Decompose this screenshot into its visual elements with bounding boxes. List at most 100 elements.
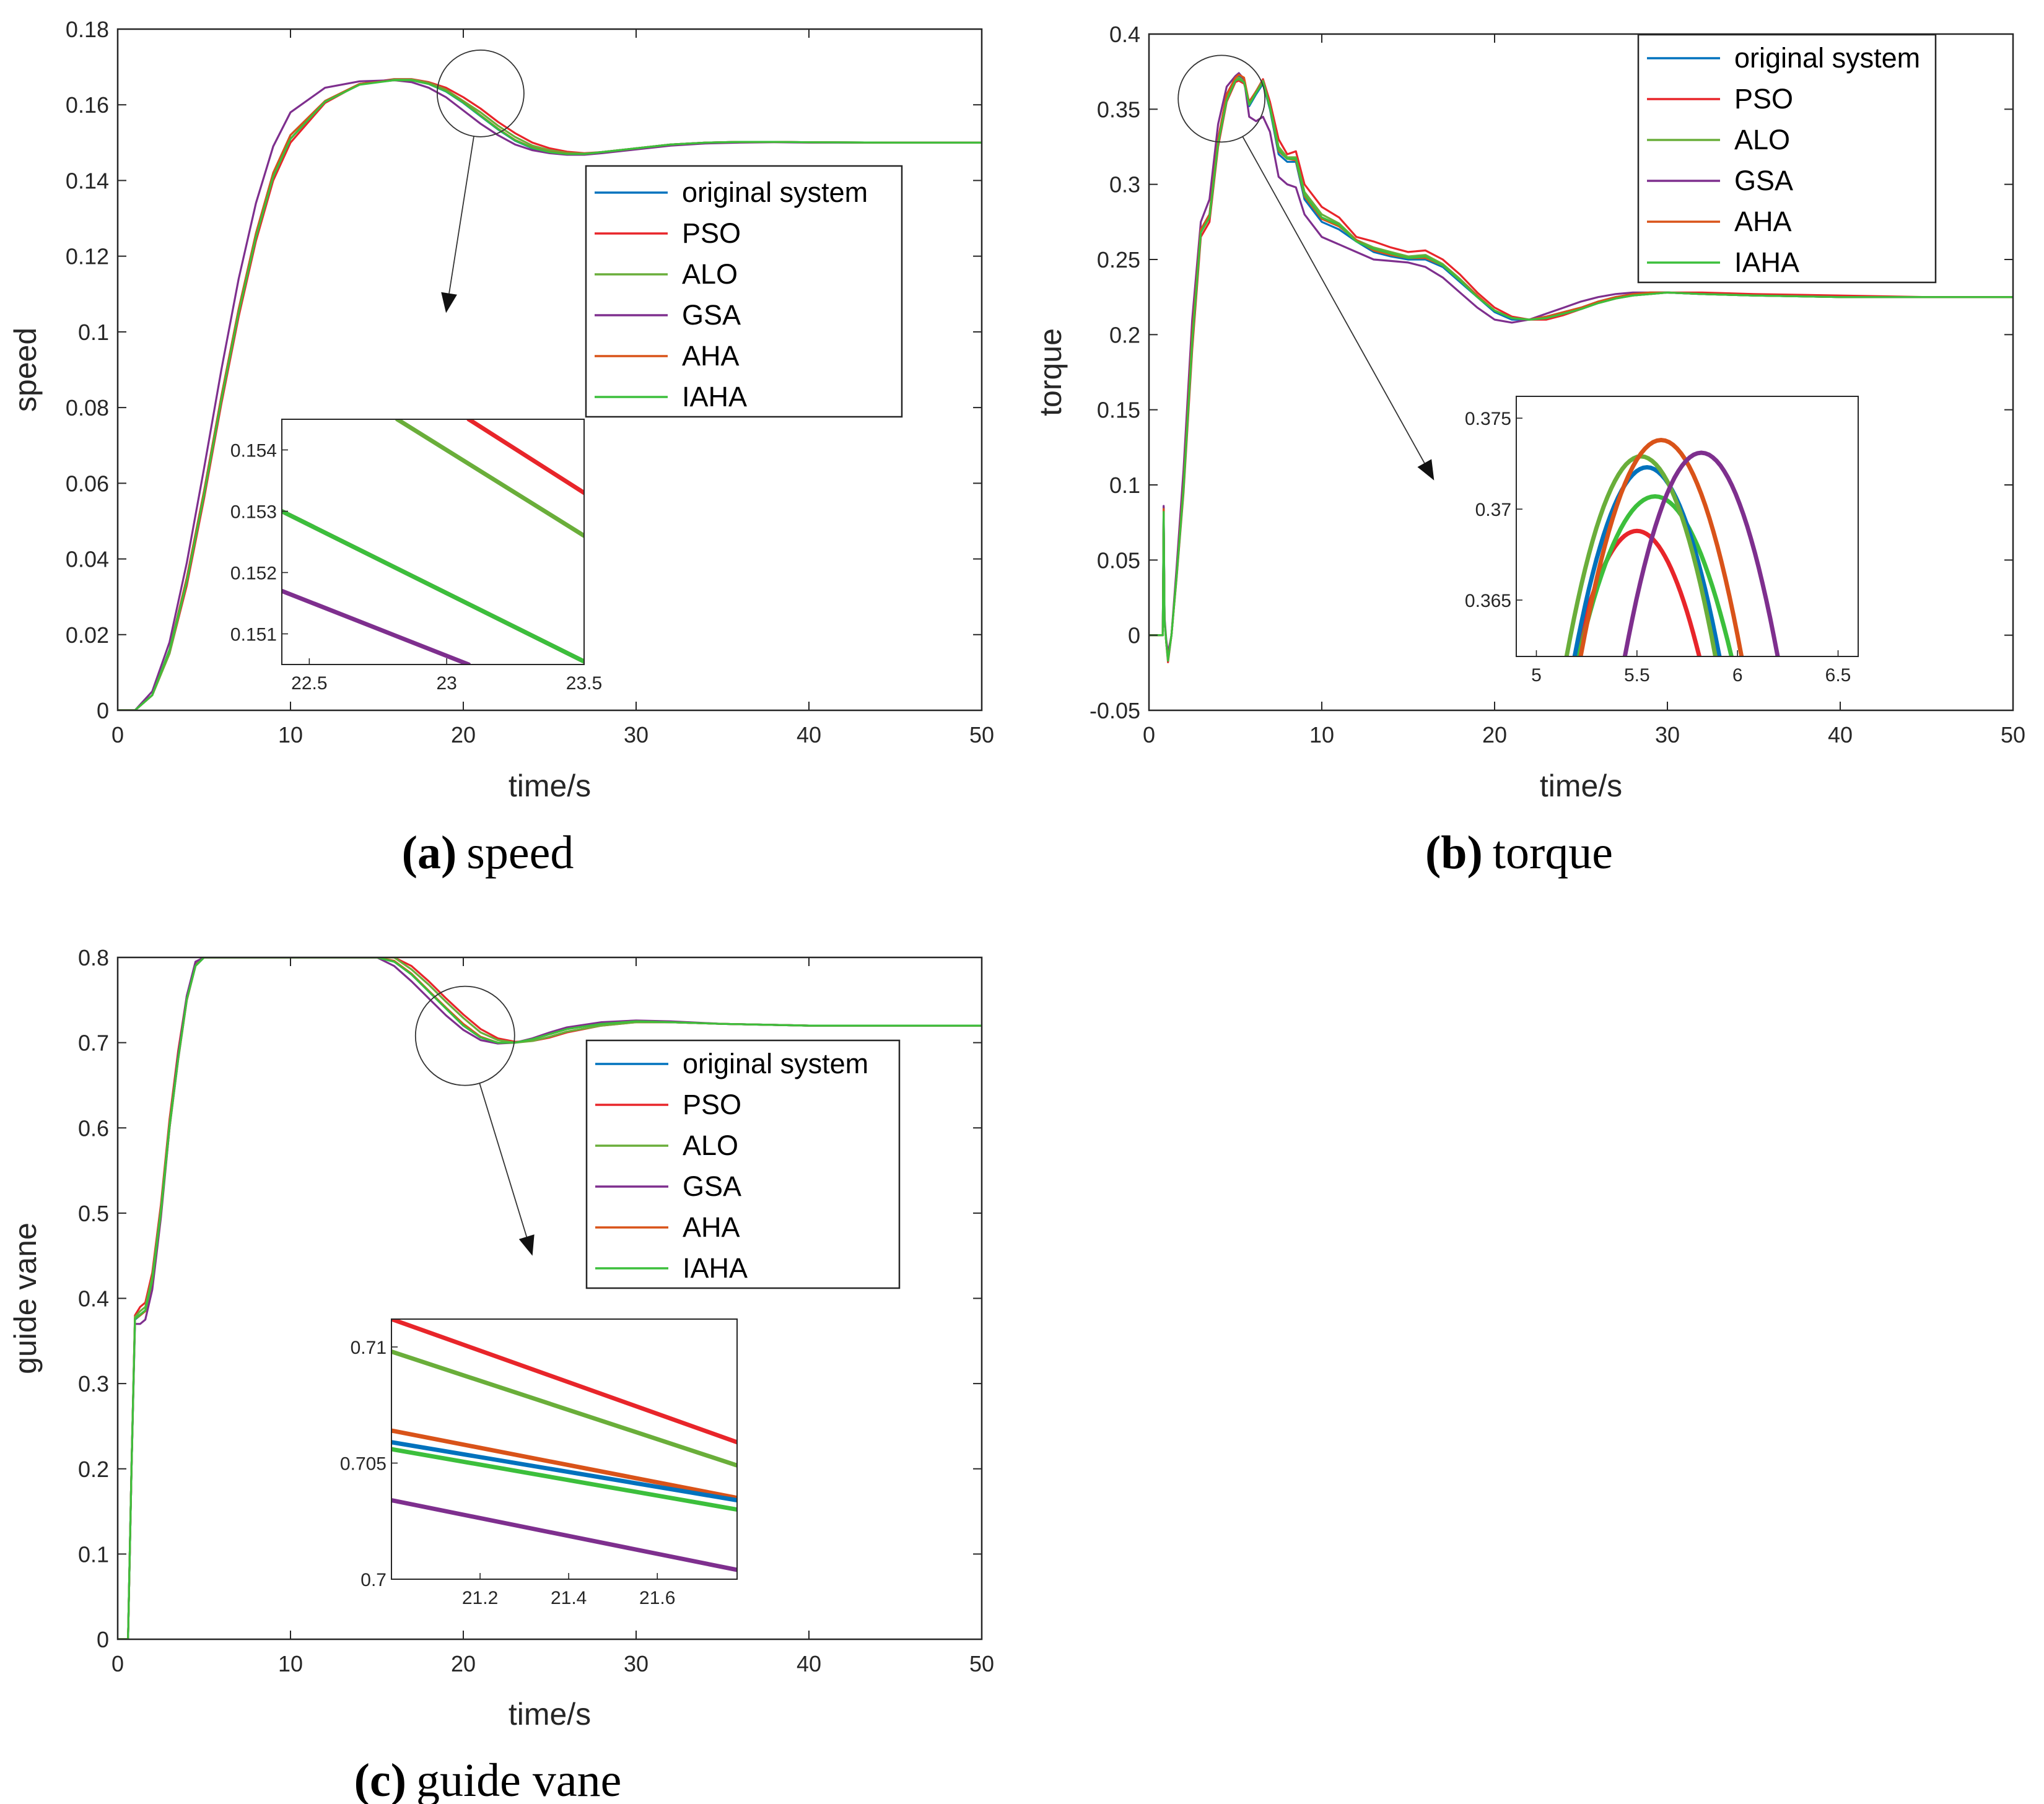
panel-a-inset-frame [281, 419, 585, 665]
panel-c-xtick-label: 0 [111, 1651, 124, 1676]
panel-b-ytick-label: -0.05 [1090, 698, 1140, 723]
panel-c-inset-series-original-system [391, 1440, 737, 1502]
panel-c-inset-frame [391, 1318, 738, 1580]
panel-b-inset-ytick-label: 0.375 [1465, 409, 1511, 429]
panel-c-caption: (c) guide vane [354, 1754, 622, 1804]
panel-b-inset-arch-gsa [1622, 450, 1780, 656]
panel-c-xtick-label: 30 [624, 1651, 649, 1676]
panel-a-zoom-arrow-head [441, 292, 457, 313]
panel-a-legend-label-iaha: IAHA [682, 381, 747, 412]
panel-a-plot-frame [116, 28, 983, 712]
panel-c-legend-label-aha: AHA [683, 1211, 740, 1243]
panel-c-ytick-label: 0.5 [78, 1201, 109, 1226]
panel-a-inset-series-group [282, 419, 584, 665]
panel-a-series-iaha [118, 79, 982, 710]
panel-b-inset-xtick-label: 5.5 [1624, 665, 1650, 686]
panel-b-inset-arch-iaha [1576, 494, 1734, 656]
panel-c-inset-series-pso [391, 1319, 737, 1445]
panel-c-inset-ytick-label: 0.705 [340, 1454, 387, 1475]
panel-a-inset-xtick-label: 23 [436, 673, 456, 694]
panel-b-legend-label-iaha: IAHA [1734, 246, 1799, 278]
panel-b-xtick-label: 0 [1143, 722, 1155, 747]
panel-b-ylabel: torque [1033, 328, 1068, 416]
panel-c-caption-text: guide vane [416, 1754, 621, 1804]
panel-c-inset-xtick-label: 21.4 [551, 1588, 587, 1608]
panel-b-inset-arch-original-system [1572, 464, 1722, 656]
panel-b-xtick-label: 10 [1309, 722, 1334, 747]
panel-c-xtick-label: 50 [969, 1651, 994, 1676]
panel-b-zoom-circle [1177, 54, 1266, 143]
panel-a-zoom-circle [437, 49, 525, 137]
panel-b-ytick-label: 0.15 [1097, 398, 1140, 423]
panel-b-inset-ytick-label: 0.37 [1475, 500, 1511, 520]
panel-b-inset-arch-aha [1578, 437, 1744, 656]
panel-c-inset-xtick-label: 21.2 [462, 1588, 498, 1608]
panel-c-legend-label-pso: PSO [683, 1089, 741, 1120]
panel-b-caption-text: torque [1493, 827, 1613, 879]
panel-b-ytick-label: 0 [1128, 623, 1140, 648]
panel-c-zoom-circle [414, 985, 515, 1086]
panel-a-xtick-label: 0 [111, 722, 124, 747]
panel-b-ytick-label: 0.2 [1109, 322, 1140, 347]
panel-a-inset-ytick-label: 0.153 [230, 502, 277, 523]
panel-b-ytick-label: 0.05 [1097, 547, 1140, 573]
panel-b-xtick-label: 50 [2001, 722, 2025, 747]
panel-c-guide-vane: 0 10 20 30 40 50 0 0.1 0.2 0.3 0.4 0.5 0.6 0.7 0.8 ori… [8, 945, 994, 1804]
panel-a-ytick-label: 0.12 [66, 244, 109, 269]
panel-a-inset-ytick-label: 0.151 [230, 625, 277, 645]
panel-a-xtick-label: 30 [624, 722, 649, 747]
panel-a-xtick-label: 40 [797, 722, 821, 747]
panel-c-ytick-label: 0.6 [78, 1115, 109, 1141]
panel-a-caption: (a) speed [402, 827, 574, 879]
panel-b-caption: (b) torque [1425, 827, 1613, 879]
panel-b-legend-label-original-system: original system [1734, 42, 1920, 74]
panel-c-legend-label-alo: ALO [683, 1130, 738, 1161]
panel-b-legend-label-alo: ALO [1734, 124, 1790, 155]
panel-c-ytick-label: 0 [97, 1627, 109, 1652]
panel-b-legend-label-aha: AHA [1734, 206, 1792, 237]
panel-a-ytick-label: 0.16 [66, 92, 109, 118]
panel-b-ytick-label: 0.4 [1109, 22, 1140, 47]
panel-b-xlabel: time/s [1540, 769, 1622, 803]
panel-b-zoom-arrow-head [1417, 459, 1435, 481]
panel-a-ytick-label: 0 [97, 698, 109, 723]
panel-c-xtick-label: 40 [797, 1651, 821, 1676]
panel-c-ylabel: guide vane [8, 1222, 43, 1374]
panel-b-xtick-label: 30 [1655, 722, 1680, 747]
panel-a-speed: 0 10 20 30 40 50 0 0.02 0.04 0.06 0.08 0.1 0.12 0.14 0… [8, 17, 994, 879]
panel-a-caption-letter: (a) [402, 827, 457, 879]
panel-c-inset-ytick-label: 0.71 [351, 1338, 387, 1358]
panel-a-inset-ytick-label: 0.154 [230, 441, 277, 461]
panel-a-caption-text: speed [466, 827, 574, 879]
panel-c-legend-label-original-system: original system [683, 1048, 868, 1079]
panel-b-plot-frame [1148, 33, 2014, 712]
panel-b-inset-frame [1516, 396, 1859, 657]
panel-b-inset-xtick-label: 6 [1732, 665, 1743, 686]
panel-a-ytick-label: 0.08 [66, 395, 109, 420]
panel-b-ytick-label: 0.1 [1109, 473, 1140, 498]
panel-a-zoom-arrow-line [448, 136, 474, 294]
panel-b-xtick-label: 40 [1828, 722, 1853, 747]
panel-c-legend-box [585, 1039, 901, 1289]
panel-a-legend-label-gsa: GSA [682, 299, 741, 331]
panel-c-ytick-label: 0.4 [78, 1286, 109, 1312]
panel-c-caption-letter: (c) [354, 1754, 406, 1804]
panel-a-xtick-label: 10 [278, 722, 303, 747]
panel-c-xlabel: time/s [509, 1697, 591, 1732]
panel-a-ytick-label: 0.18 [66, 17, 109, 42]
panel-b-zoom-arrow-line [1242, 136, 1425, 464]
panel-c-zoom-arrow-line [479, 1083, 528, 1237]
panel-a-legend-label-pso: PSO [682, 217, 741, 249]
panel-a-inset-background [282, 419, 584, 665]
panel-c-inset-series-gsa [391, 1498, 737, 1572]
panel-c-ytick-label: 0.2 [78, 1457, 109, 1482]
panel-a-xtick-label: 50 [969, 722, 994, 747]
panel-a-inset-series-iaha [282, 509, 584, 664]
panel-a-inset-series-alo [395, 419, 584, 538]
panel-a-ylabel: speed [8, 328, 43, 412]
panel-b-ytick-label: 0.3 [1109, 172, 1140, 198]
panel-c-inset-series-iaha [391, 1447, 737, 1512]
panel-b-inset-xtick-label: 5 [1531, 665, 1542, 686]
